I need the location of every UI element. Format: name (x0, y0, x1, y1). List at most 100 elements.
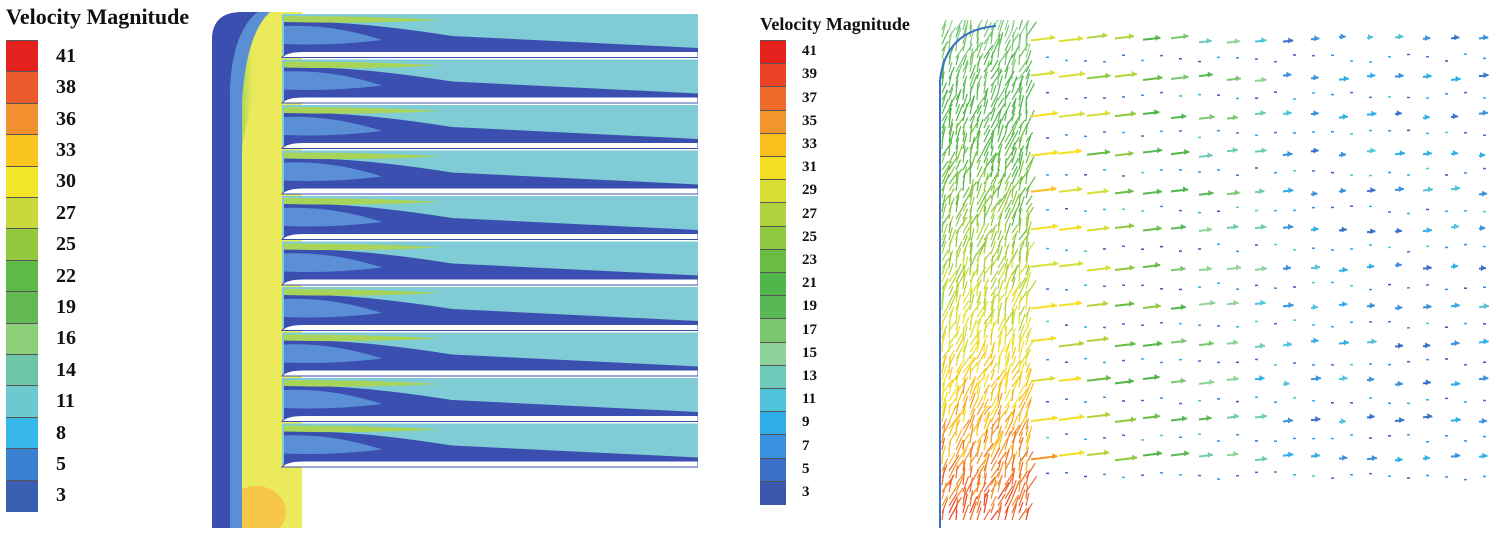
velocity-vector (955, 25, 961, 38)
velocity-vector (990, 354, 996, 367)
velocity-vector (948, 156, 958, 171)
guide-vane (281, 51, 698, 58)
velocity-vector (983, 87, 989, 108)
velocity-vector (948, 193, 952, 206)
velocity-vector (990, 168, 1001, 185)
velocity-vector (962, 250, 966, 269)
velocity-vector (1011, 32, 1015, 52)
velocity-vector (990, 369, 996, 381)
vector-arrowhead (1455, 380, 1461, 387)
velocity-vector (997, 392, 1003, 409)
vector-arrowhead (1342, 113, 1348, 120)
velocity-vector (948, 379, 954, 395)
velocity-vector (1011, 293, 1021, 311)
guide-vane (281, 415, 698, 422)
velocity-vector (955, 122, 958, 136)
velocity-vector (1018, 228, 1028, 241)
velocity-vector (1025, 83, 1035, 101)
legend-label: 19 (56, 295, 76, 318)
channel-slow-zone (284, 385, 698, 420)
velocity-vector (1025, 418, 1030, 430)
velocity-vector (941, 364, 948, 381)
velocity-vector (969, 496, 978, 514)
vector-arrowhead (1425, 379, 1431, 386)
velocity-vector (990, 495, 997, 507)
velocity-vector (969, 86, 972, 101)
velocity-vector (948, 484, 959, 500)
vector-arrowhead (1342, 266, 1348, 273)
legend-swatch (760, 388, 786, 413)
velocity-vector (1004, 113, 1016, 129)
vector-arrowhead (1426, 303, 1432, 310)
vector-arrowhead (1482, 452, 1488, 459)
velocity-vector (976, 214, 979, 227)
velocity-vector (969, 242, 973, 255)
velocity-vector (997, 124, 1004, 143)
velocity-vector (990, 503, 995, 514)
velocity-vector (1004, 298, 1007, 318)
velocity-vector (948, 404, 951, 416)
vector-arrowhead (1207, 451, 1213, 458)
vector-arrowhead (1427, 186, 1433, 193)
velocity-vector (983, 158, 989, 178)
velocity-vector (1018, 277, 1027, 290)
velocity-vector (1004, 351, 1011, 367)
velocity-vector (983, 493, 986, 507)
velocity-vector (962, 61, 969, 80)
velocity-vector (990, 59, 999, 73)
vector-arrowhead (1313, 147, 1319, 154)
velocity-vector (1011, 169, 1019, 185)
velocity-vector (1011, 389, 1014, 402)
vector-arrowhead (1180, 265, 1186, 272)
velocity-vector (962, 85, 966, 101)
velocity-vector (990, 390, 1001, 409)
vector-arrowhead (1452, 150, 1458, 157)
velocity-vector (1025, 347, 1028, 367)
velocity-vector (955, 294, 962, 311)
velocity-vector (1011, 106, 1016, 122)
legend-swatch (6, 71, 38, 104)
velocity-vector (1004, 173, 1012, 185)
velocity-vector (955, 252, 958, 269)
velocity-vector (983, 270, 986, 283)
velocity-vector (955, 137, 960, 150)
velocity-vector (1025, 408, 1029, 423)
velocity-vector (1004, 39, 1011, 52)
left-panel-title: Velocity Magnitude (6, 4, 190, 29)
legend-label: 30 (56, 170, 76, 193)
vector-arrowhead (1131, 416, 1137, 423)
velocity-vector (969, 116, 976, 129)
velocity-vector (969, 414, 976, 430)
legend-label: 41 (802, 43, 817, 60)
velocity-vector (1025, 186, 1030, 199)
velocity-vector (1018, 502, 1024, 514)
velocity-vector (976, 395, 984, 409)
velocity-vector (1004, 326, 1007, 346)
velocity-vector (990, 145, 994, 157)
velocity-vector (1025, 463, 1036, 479)
velocity-vector (941, 495, 949, 507)
velocity-vector (997, 201, 1008, 220)
velocity-vector (941, 403, 947, 423)
velocity-vector (997, 230, 1002, 241)
velocity-vector (976, 264, 979, 276)
velocity-vector (955, 447, 967, 465)
velocity-vector (1018, 420, 1027, 437)
velocity-vector (969, 185, 974, 206)
vector-arrowhead (1370, 187, 1376, 194)
velocity-vector (1011, 83, 1023, 101)
velocity-vector (1011, 148, 1018, 164)
vector-arrowhead (1236, 264, 1242, 271)
velocity-vector (1011, 264, 1019, 283)
velocity-vector (941, 482, 947, 500)
velocity-vector (990, 226, 996, 241)
vector-arrowhead (1454, 302, 1460, 309)
velocity-vector (1025, 362, 1031, 374)
legend-label: 7 (802, 437, 810, 454)
velocity-vector (948, 385, 960, 402)
velocity-vector (990, 270, 999, 283)
vector-arrowhead (1052, 223, 1058, 230)
velocity-vector (983, 124, 990, 136)
velocity-vector (983, 494, 989, 514)
vector-arrowhead (1343, 75, 1349, 82)
